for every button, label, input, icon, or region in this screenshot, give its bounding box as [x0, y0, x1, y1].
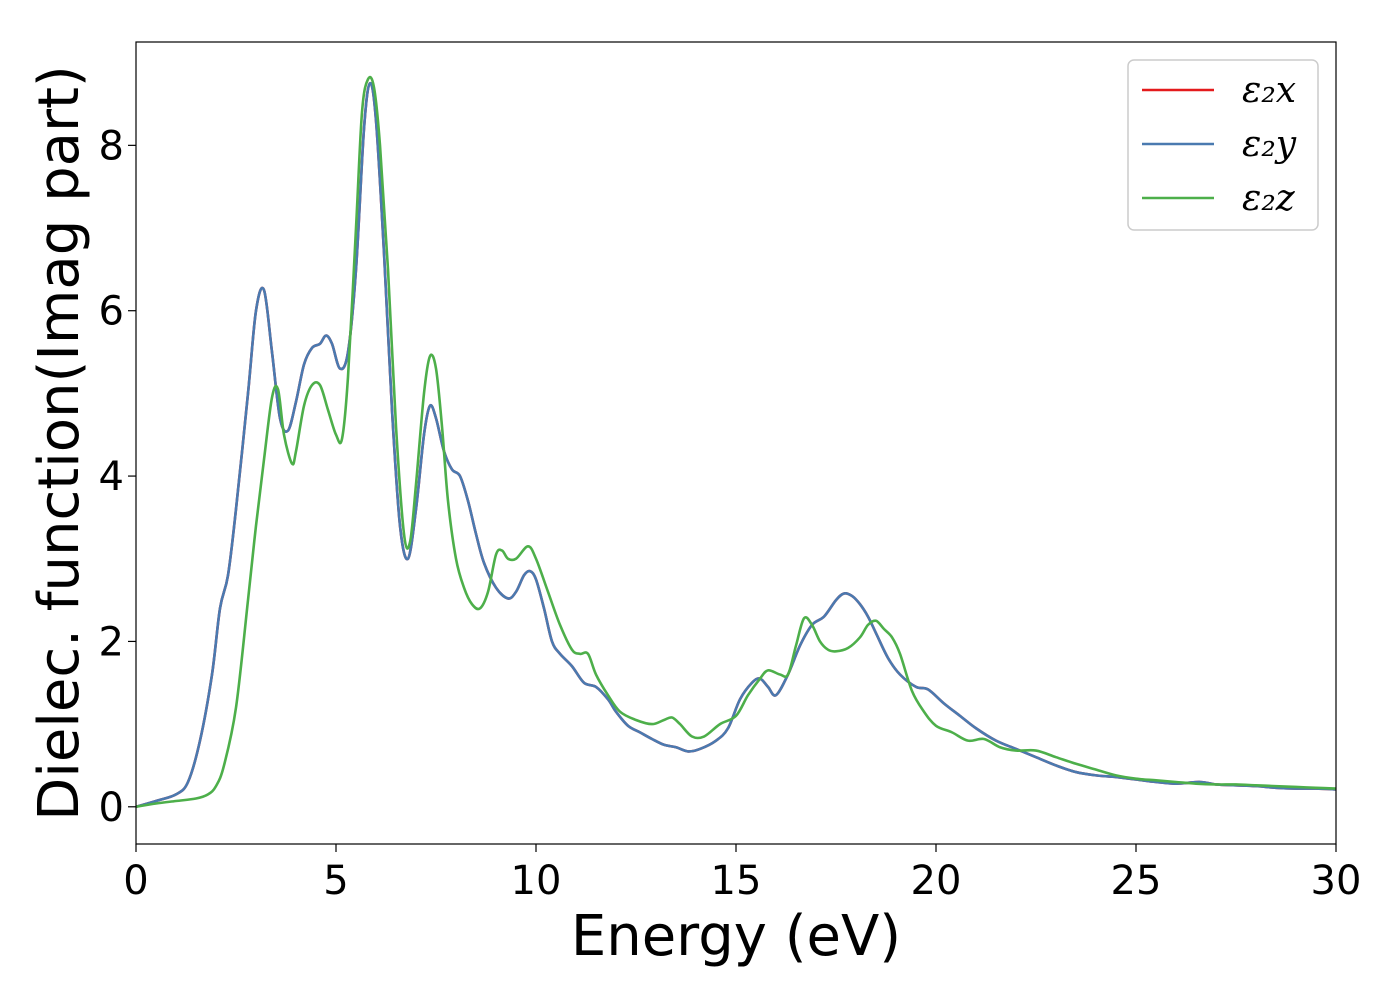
legend-label-eps2y: ε₂y	[1242, 124, 1297, 165]
y-tick-label: 4	[99, 454, 124, 500]
legend-label-eps2z: ε₂z	[1242, 178, 1296, 219]
y-tick-label: 0	[99, 785, 124, 831]
y-axis-title: Dielec. function(Imag part)	[27, 65, 92, 821]
x-tick-label: 15	[711, 858, 762, 904]
legend-box	[1127, 59, 1319, 231]
series-line-eps2z	[135, 75, 1337, 809]
series-line-eps2y	[135, 82, 1337, 809]
y-tick-label: 8	[99, 123, 124, 169]
x-tick-label: 10	[511, 858, 562, 904]
legend: ε₂x ε₂y ε₂z	[1127, 59, 1319, 231]
y-tick-label: 2	[99, 619, 124, 665]
x-tick-label: 25	[1111, 858, 1162, 904]
x-axis-title: Energy (eV)	[571, 904, 901, 969]
x-tick-label: 20	[911, 858, 962, 904]
x-axis: 0 5 10 15 20 25 30	[123, 844, 1361, 904]
series-layer	[135, 75, 1337, 809]
y-tick-label: 6	[99, 289, 124, 335]
x-tick-label: 30	[1311, 858, 1362, 904]
x-tick-label: 5	[323, 858, 348, 904]
y-axis: 0 2 4 6 8	[99, 123, 136, 831]
x-tick-label: 0	[123, 858, 148, 904]
legend-label-eps2x: ε₂x	[1242, 70, 1296, 111]
